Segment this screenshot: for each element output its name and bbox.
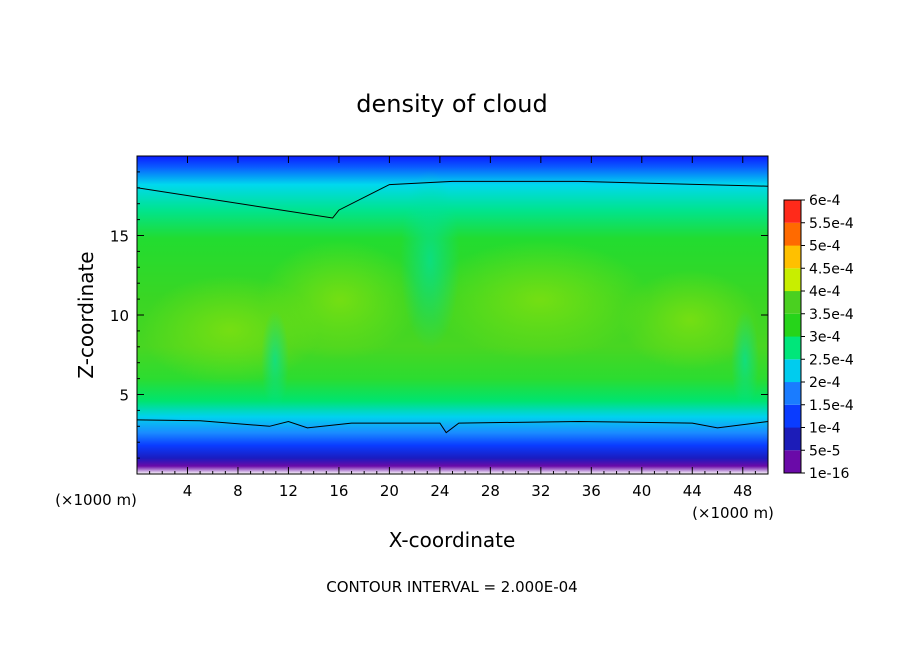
colorbar-label: 4.5e-4 [809,261,854,277]
x-tick-label: 12 [279,482,298,500]
colorbar-swatch [784,313,801,337]
x-tick-label: 32 [531,482,550,500]
colorbar: 1e-16 5e-5 1e-4 1.5e-4 2e-4 2.5e-4 3e-4 3.5e-4 4… [783,193,854,482]
colorbar-swatch [784,245,801,269]
x-tick-label: 40 [632,482,651,500]
chart-title: density of cloud [356,90,547,118]
colorbar-label: 2.5e-4 [809,352,854,368]
y-axis-label: Z-coordinate [74,251,98,378]
contour-interval-note: CONTOUR INTERVAL = 2.000E-04 [326,578,577,596]
y-tick-label: 10 [110,307,129,325]
x-unit-left: (×1000 m) [55,491,137,509]
colorbar-label: 2e-4 [809,375,841,391]
colorbar-swatch [784,200,801,223]
colorbar-label: 3.5e-4 [809,307,854,323]
contour-lines [137,180,768,434]
colorbar-label: 1e-16 [809,466,849,482]
x-unit-right: (×1000 m) [692,504,774,522]
x-axis-label: X-coordinate [389,528,516,552]
colorbar-label: 3e-4 [809,330,841,346]
x-tick-label: 28 [481,482,500,500]
x-tick-label: 20 [380,482,399,500]
colorbar-label: 4e-4 [809,284,841,300]
x-tick-label: 48 [733,482,752,500]
colorbar-swatch [784,450,801,474]
x-tick-label: 36 [582,482,601,500]
colorbar-swatch [784,359,801,383]
colorbar-label: 1e-4 [809,421,841,437]
colorbar-swatch [784,382,801,405]
x-tick-label: 44 [683,482,702,500]
contour-line [137,180,768,219]
colorbar-label: 1.5e-4 [809,398,854,414]
x-axis: 4 8 12 16 20 24 28 32 36 40 44 48 [149,156,756,500]
colorbar-swatch [784,268,801,292]
colorbar-label: 5.5e-4 [809,216,854,232]
colorbar-swatch [784,291,801,314]
colorbar-swatch [784,404,801,428]
x-tick-label: 16 [329,482,348,500]
colorbar-swatch [784,222,801,246]
y-tick-label: 15 [110,228,129,246]
colorbar-label: 5e-4 [809,239,841,255]
x-tick-label: 24 [430,482,449,500]
colorbar-swatch [784,427,801,451]
y-tick-label: 5 [119,387,129,405]
plot-field [137,156,768,474]
x-tick-label: 4 [183,482,193,500]
x-tick-label: 8 [233,482,243,500]
colorbar-label: 6e-4 [809,193,841,209]
y-axis: 5 10 15 [110,171,768,459]
colorbar-swatch [784,336,801,360]
colorbar-label: 5e-5 [809,443,840,459]
contour-line [137,419,768,434]
